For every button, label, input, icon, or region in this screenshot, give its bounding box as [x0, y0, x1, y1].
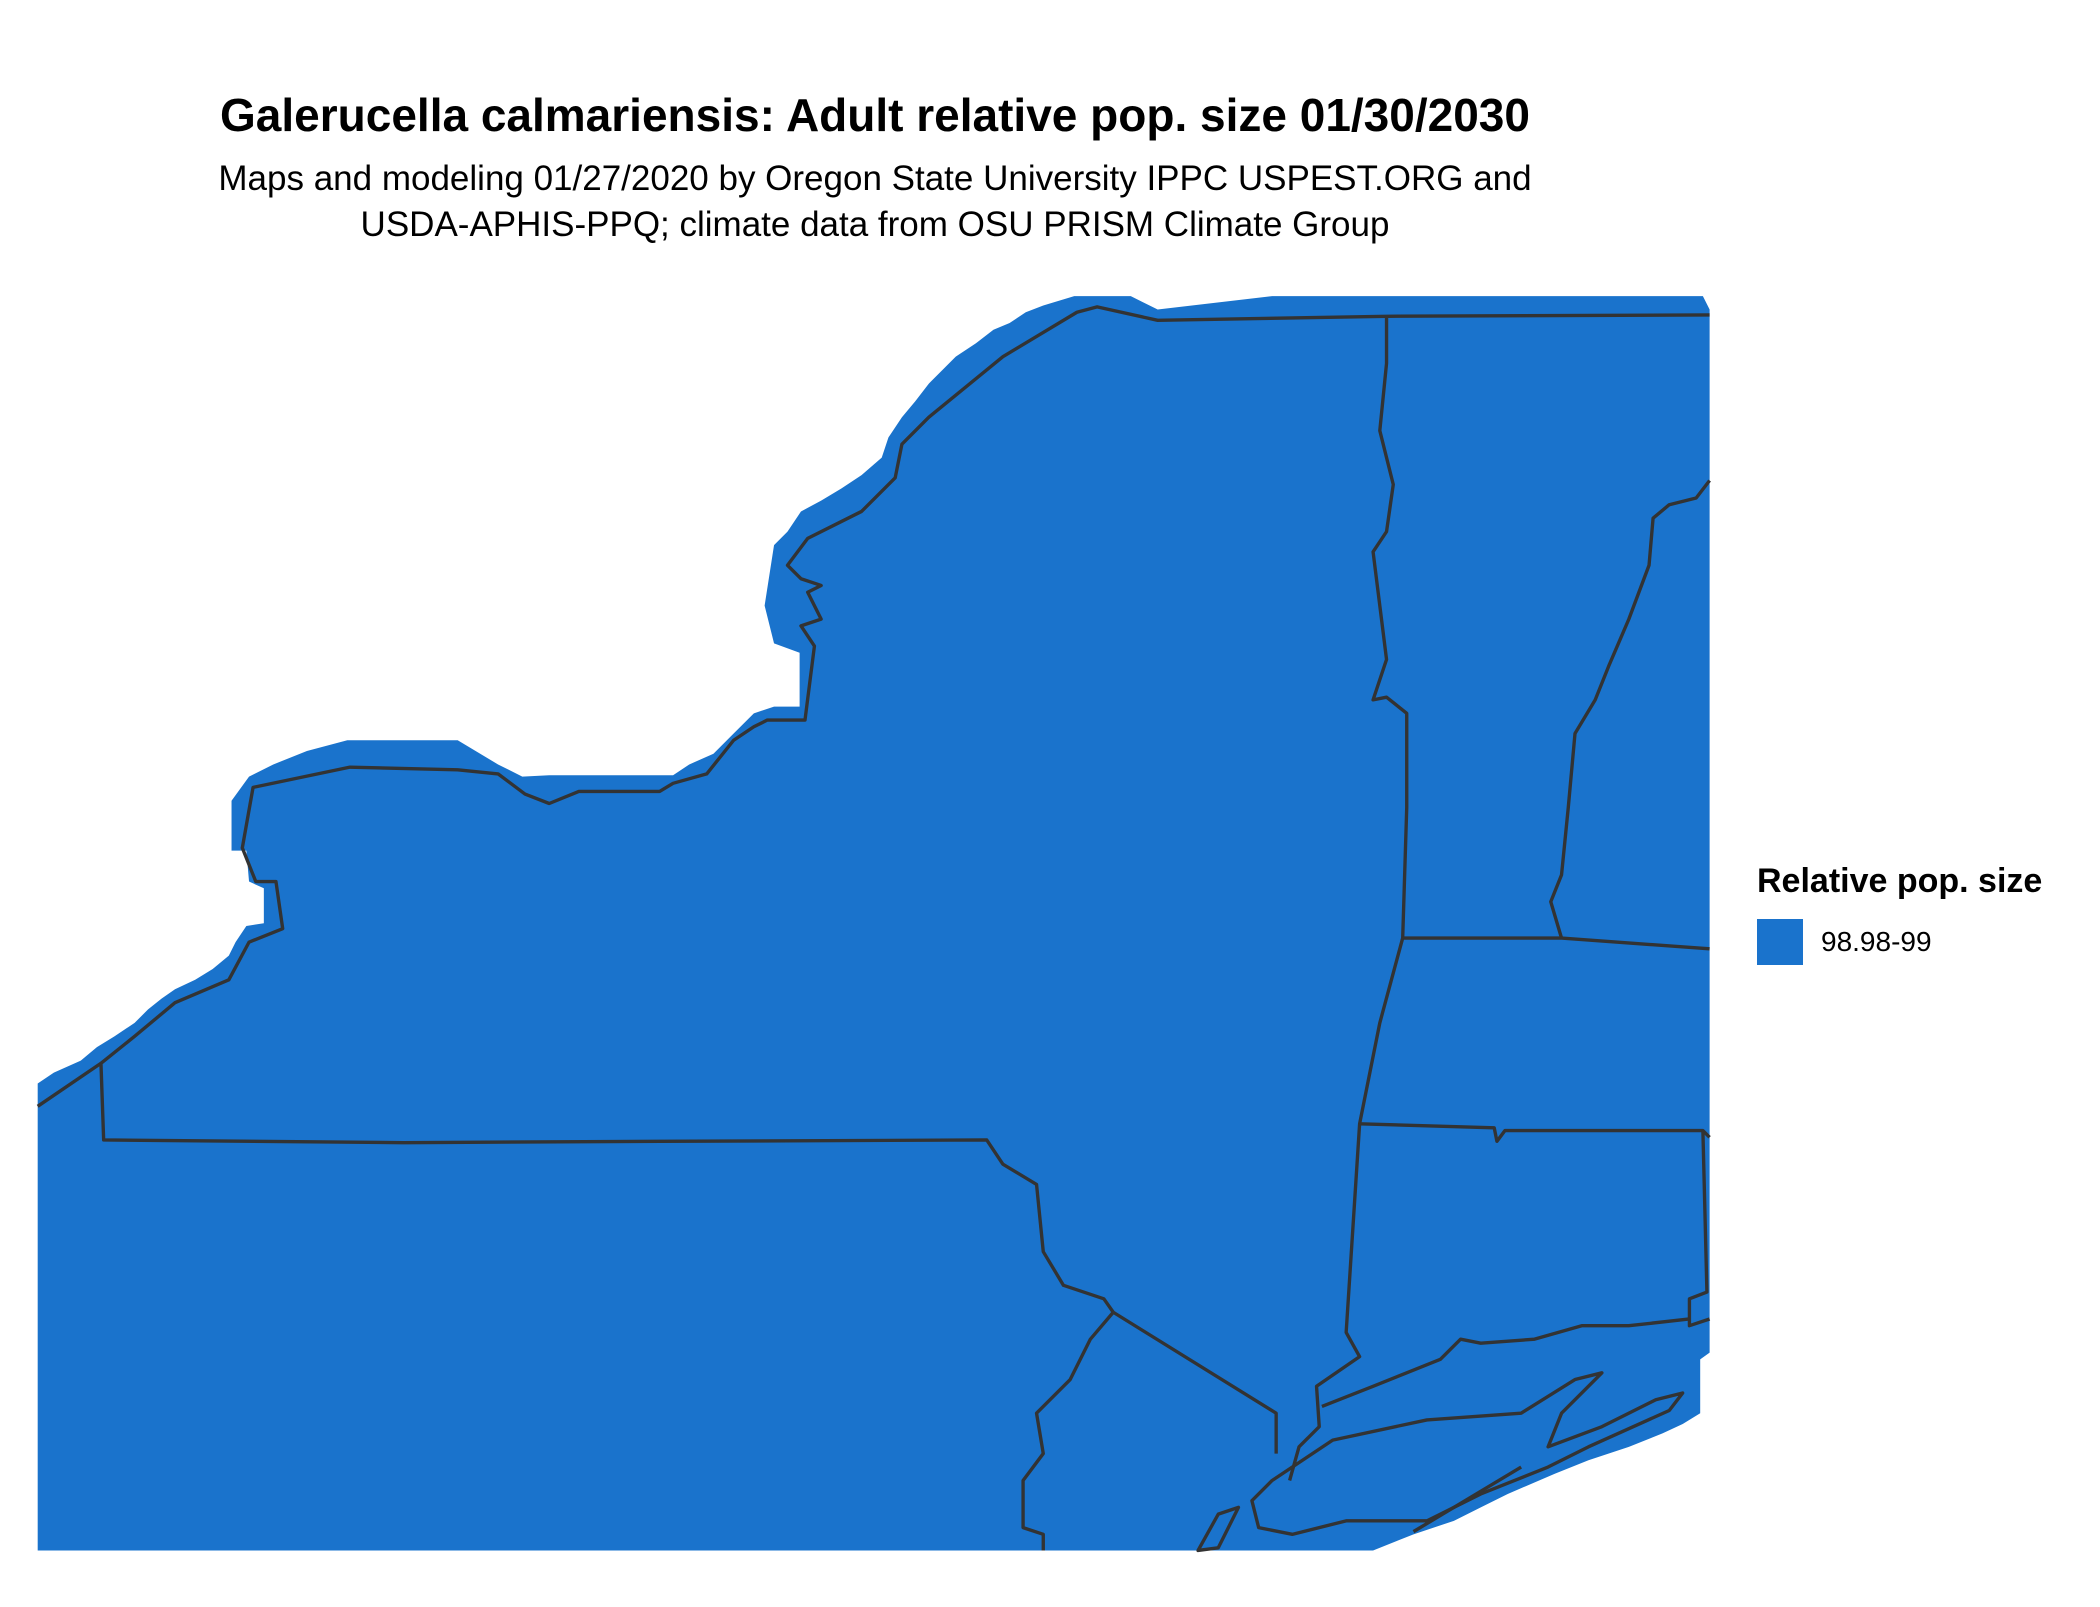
legend-title: Relative pop. size [1757, 862, 2043, 900]
border-ny-north-west [36, 305, 1710, 1108]
legend-swatch [1757, 919, 1803, 965]
subtitle-line-2: USDA-APHIS-PPQ; climate data from OSU PR… [360, 205, 1390, 244]
border-nj-ny [1112, 1310, 1278, 1454]
border-ct-ri [1687, 1130, 1711, 1328]
coast-fire-island [1412, 1465, 1523, 1534]
legend: Relative pop. size 98.98-99 [1757, 862, 2042, 965]
legend-label: 98.98-99 [1821, 926, 1932, 957]
border-ny-ma-ct [1287, 937, 1405, 1481]
border-ny-vt [1371, 316, 1409, 939]
border-ma-north [1402, 936, 1710, 951]
legend-item: 98.98-99 [1757, 919, 2042, 965]
map-subtitle: Maps and modeling 01/27/2020 by Oregon S… [0, 156, 1750, 248]
coast-long-island [1250, 1371, 1685, 1537]
border-vt-nh [1549, 479, 1711, 939]
map-title: Galerucella calmariensis: Adult relative… [220, 89, 1530, 141]
coast-ct [1321, 1317, 1690, 1409]
subtitle-line-1: Maps and modeling 01/27/2020 by Oregon S… [218, 159, 1532, 198]
border-nj-pa [1021, 1311, 1115, 1551]
coast-staten-island [1196, 1505, 1241, 1553]
border-ny-pa [99, 1063, 1115, 1314]
population-fill-region [37, 296, 1710, 1551]
